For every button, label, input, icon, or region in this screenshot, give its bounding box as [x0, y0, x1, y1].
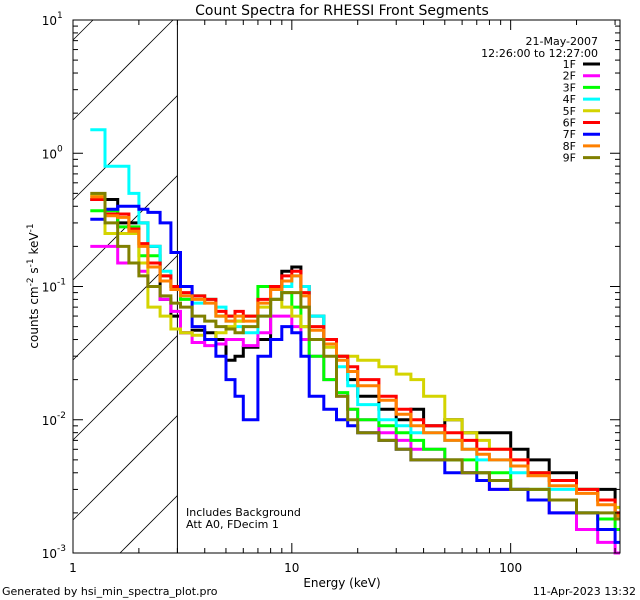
- y-tick-label-exponent: 1: [57, 11, 63, 21]
- legend-label-3F: 3F: [563, 81, 576, 94]
- chart-title: Count Spectra for RHESSI Front Segments: [195, 3, 489, 19]
- y-axis-label-part: -1: [26, 258, 36, 267]
- hatch-line: [72, 415, 178, 521]
- y-tick-label-exponent: -2: [57, 411, 66, 421]
- series-8F-line: [90, 195, 620, 518]
- hatch-line: [72, 335, 178, 441]
- legend-label-4F: 4F: [563, 93, 576, 106]
- y-tick-label-exponent: -3: [57, 544, 66, 554]
- footer-generated-by: Generated by hsi_min_spectra_plot.pro: [2, 585, 218, 598]
- legend-label-5F: 5F: [563, 105, 576, 118]
- series-9F-line: [90, 191, 620, 521]
- y-tick-label-base: 10: [42, 281, 57, 295]
- y-axis-label: counts cm-2 s-1 keV-1: [26, 223, 41, 348]
- date-label: 21-May-2007: [526, 35, 598, 48]
- background-hatch: [72, 19, 178, 554]
- footer-timestamp: 11-Apr-2023 13:32: [533, 585, 636, 598]
- y-tick-label-base: 10: [42, 147, 57, 161]
- series-7F-line: [90, 204, 620, 544]
- hatch-line: [72, 95, 178, 201]
- x-axis-label: Energy (keV): [303, 576, 380, 590]
- y-axis-label-part: keV: [27, 232, 41, 259]
- annotation-background: Includes Background: [186, 506, 301, 519]
- legend-label-7F: 7F: [563, 128, 576, 141]
- x-tick-label: 10: [284, 561, 299, 575]
- x-tick-label: 1: [69, 561, 77, 575]
- hatch-line: [119, 495, 178, 554]
- legend-label-9F: 9F: [563, 152, 576, 165]
- legend-label-1F: 1F: [563, 58, 576, 71]
- hatch-line: [72, 19, 174, 121]
- y-tick-label-exponent: -1: [57, 278, 66, 288]
- y-axis-label-part: -2: [26, 277, 36, 286]
- legend-label-8F: 8F: [563, 140, 576, 153]
- hatch-line: [72, 19, 94, 41]
- y-tick-label-exponent: 0: [57, 144, 63, 154]
- time-range-label: 12:26:00 to 12:27:00: [481, 47, 598, 60]
- legend-label-2F: 2F: [563, 70, 576, 83]
- y-axis-label-part: s: [27, 267, 41, 277]
- annotation-attenuator: Att A0, FDecim 1: [186, 518, 279, 531]
- y-tick-label-base: 10: [42, 547, 57, 561]
- y-axis-label-part: counts cm: [27, 286, 41, 348]
- series-2F-line: [90, 244, 620, 555]
- y-axis-label-part: -1: [26, 223, 36, 232]
- legend-label-6F: 6F: [563, 117, 576, 130]
- y-tick-label-base: 10: [42, 414, 57, 428]
- y-tick-label-base: 10: [42, 14, 57, 28]
- x-tick-label: 100: [499, 561, 522, 575]
